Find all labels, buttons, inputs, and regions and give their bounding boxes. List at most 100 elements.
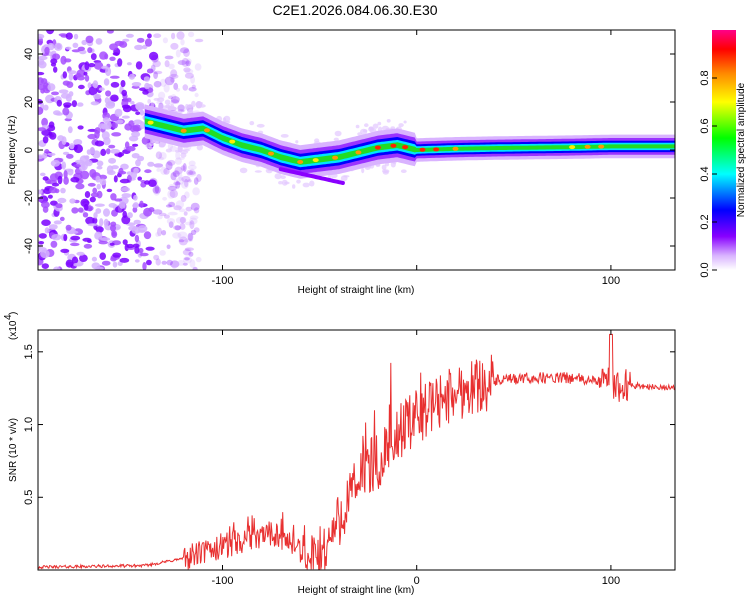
spectrogram-noise-blob [190,75,196,84]
snr-ylabel: SNR (10 * v/v) [8,418,19,482]
spectrogram-noise-blob [52,53,61,60]
spectrogram-noise-blob [135,61,143,70]
spectrogram-noise-blob [162,37,168,44]
spectrogram-haze-blob [185,103,189,110]
spectrogram-noise-blob [84,159,93,167]
spectrogram-noise-blob [41,201,50,209]
colorbar-gradient [712,30,736,270]
spectrogram-noise-blob [44,46,50,55]
spectrogram-noise-blob [188,31,195,38]
spectrogram-noise-blob [110,94,119,102]
spectrogram-noise-blob [128,135,139,142]
spectrogram-noise-blob [152,60,161,68]
spectrogram-noise-blob [153,71,159,80]
snr-scale-label: (x10 [8,320,19,340]
spectrogram-noise-blob [105,101,116,109]
spectrogram-noise-blob [155,151,163,159]
spectrogram-noise-blob [87,133,97,140]
spectrogram-noise-blob [154,184,160,194]
spectrogram-noise-blob [119,41,128,48]
spectrogram-noise-blob [38,106,44,115]
spectrogram-noise-blob [57,175,63,185]
spectrogram-noise-blob [87,47,93,54]
spectrogram-noise-blob [40,172,46,177]
spectrogram-noise-blob [68,72,74,81]
spectrogram-haze-blob [278,181,283,185]
spectrogram-noise-blob [47,83,56,91]
spectrogram-noise-blob [55,203,63,209]
spectrogram-noise-blob [96,165,103,170]
spectrogram-noise-blob [138,247,144,254]
spectrogram-noise-blob [96,183,101,190]
spectrogram-noise-blob [111,121,118,129]
spectrogram-noise-blob [73,33,79,40]
spectrogram-noise-blob [112,261,118,268]
spectrogram-noise-blob [83,71,88,76]
spectrogram-noise-blob [186,169,194,176]
spectrogram-noise-blob [77,46,86,51]
spectrogram-noise-blob [143,207,153,217]
spectrogram-haze-blob [382,170,389,175]
spectrogram-noise-blob [163,83,170,93]
spectrogram-noise-blob [103,218,109,227]
spectrogram-noise-blob [94,61,104,70]
spectrogram-noise-blob [51,182,60,187]
spectrogram-noise-blob [121,89,127,97]
spectrogram-noise-blob [145,246,155,251]
spectrogram-noise-blob [63,58,72,63]
spectrogram-noise-blob [137,176,142,181]
spectrogram-haze-blob [180,152,187,158]
spectrogram-noise-blob [38,189,43,195]
spectrogram-noise-blob [160,166,168,175]
spectrogram-noise-blob [54,42,63,51]
snr-scale-exponent: 4 [3,314,14,320]
spectrogram-haze-blob [292,184,296,189]
spectrogram-noise-blob [65,259,74,268]
snr-xtick-label: 0 [414,575,420,587]
spectrogram-noise-blob [111,165,119,170]
spectrogram-noise-blob [130,100,135,105]
spectrogram-noise-blob [100,237,111,242]
spectrogram-noise-blob [95,175,101,183]
spectrogram-noise-blob [133,167,139,174]
spectrogram-noise-blob [178,236,188,246]
spectrogram-noise-blob [142,44,148,50]
spectrogram-noise-blob [157,215,163,220]
spectrogram-noise-blob [164,76,175,86]
spectrogram-noise-blob [84,61,90,71]
spectrogram-noise-blob [103,78,110,86]
spectrogram-noise-blob [148,179,157,187]
spectrogram-noise-blob [76,75,85,81]
spectrogram-noise-blob [92,80,99,89]
spectrogram-noise-blob [82,212,89,218]
spectrogram-noise-blob [139,109,145,116]
spectrogram-noise-blob [121,215,131,225]
spectrogram-noise-blob [119,178,130,184]
spectrogram-noise-blob [134,44,144,51]
spectrogram-haze-blob [164,99,171,105]
spectrogram-haze-blob [368,126,374,130]
spectrogram-peak [312,158,319,163]
spectrogram-noise-blob [103,208,110,217]
chart-title: C2E1.2026.084.06.30.E30 [272,2,437,18]
spectrogram-haze-blob [280,134,289,138]
spectrogram-noise-blob [94,127,101,134]
spectrogram-noise-blob [60,248,70,253]
snr-line [38,333,675,570]
spectrogram-noise-blob [159,78,167,87]
spectrogram-noise-blob [132,243,140,248]
spectrogram-haze-blob [357,132,362,136]
spectrogram-noise-blob [173,205,182,211]
spectrogram-noise-blob [106,30,114,34]
spectrogram-noise-blob [38,233,47,239]
spectrogram-haze-blob [390,161,396,168]
spectrogram-haze-blob [309,180,315,187]
spectrogram-noise-blob [110,193,117,201]
spectrogram-noise-blob [179,216,187,224]
spectrogram-noise-blob [120,163,129,170]
spectrogram-noise-blob [158,212,167,217]
spectrogram-noise-blob [62,71,67,79]
spectrogram-noise-blob [154,209,163,215]
spectrogram-noise-blob [147,33,152,39]
spectrogram-noise-blob [59,216,65,222]
